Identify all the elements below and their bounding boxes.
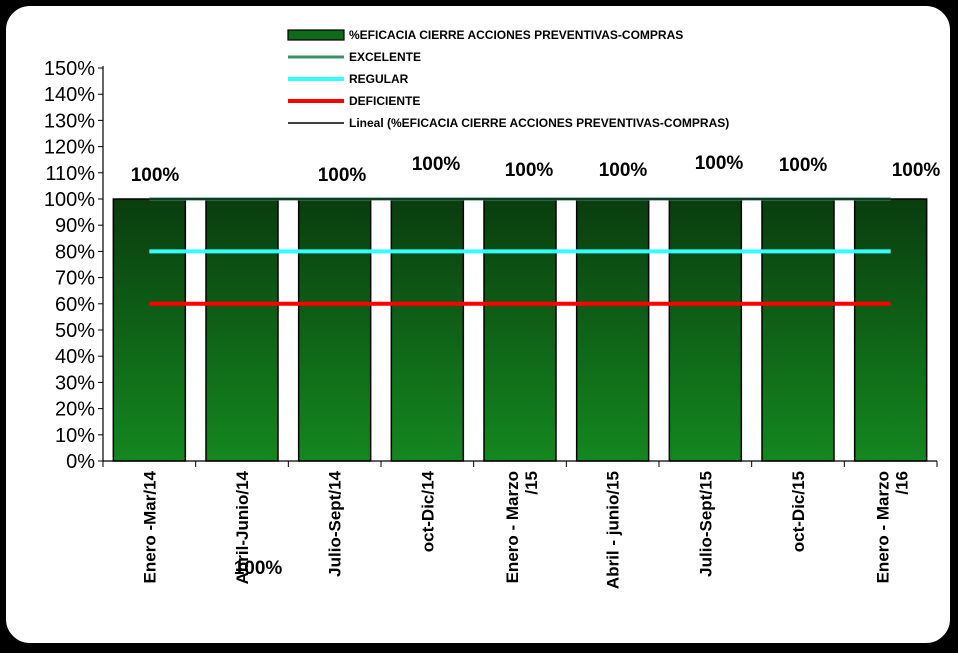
axes: 0% 10% 20% 30% 40% 50% 60% 70% 80% 90% 100% 110% 120… [44,58,938,589]
bar-7 [668,198,743,462]
bar-3 [297,198,372,462]
x-tick-label: Julio-Sept/14 [326,470,345,576]
y-tick-label: 60% [55,294,95,316]
data-label-2: 100% [234,558,283,579]
y-tick-label: 30% [55,372,95,394]
bar-5 [483,198,557,462]
y-tick-label: 110% [45,163,95,185]
y-tick-label: 150% [44,58,95,80]
y-tick-label: 20% [55,399,95,421]
x-tick-label: Enero - Marzo/16 [874,471,912,583]
data-label-8: 100% [779,155,828,176]
legend-label: REGULAR [349,72,409,86]
x-tick-label-line: /16 [893,471,912,495]
legend-label: DEFICIENTE [349,94,420,108]
x-tick-label: Abril - junio/15 [604,471,623,589]
y-tick-label: 70% [55,268,95,290]
bar-6 [575,198,650,462]
legend-swatch [287,29,345,41]
x-tick-label-line: Enero - Marzo [874,471,893,583]
data-label-6: 100% [599,160,648,181]
y-tick-label: 10% [55,425,95,447]
y-tick-label: 90% [55,215,95,237]
legend-label: EXCELENTE [349,50,421,64]
x-tick-label-line: /15 [522,471,541,495]
data-label-1: 100% [131,165,180,186]
data-label-7: 100% [695,153,744,174]
legend-label: %EFICACIA CIERRE ACCIONES PREVENTIVAS-CO… [349,28,683,42]
data-label-9: 100% [892,160,941,181]
bar-9 [853,198,928,462]
data-label-3: 100% [318,165,367,186]
x-tick-label: Julio-Sept/15 [696,471,715,577]
y-tick-label: 100% [44,189,95,211]
x-tick-label: oct-Dic/15 [789,471,808,552]
bar-2 [205,198,279,462]
data-labels: 100% 100% 100% 100% 100% 100% 100% 100% 100% [131,153,941,579]
chart-frame: %EFICACIA CIERRE ACCIONES PREVENTIVAS-CO… [4,4,952,645]
x-tick-label-line: Enero - Marzo [503,471,522,583]
y-tick-label: 130% [44,110,95,132]
x-tick-label: oct-Dic/14 [418,470,437,552]
bar-8 [761,198,835,462]
data-label-5: 100% [505,160,554,181]
y-tick-label: 50% [55,320,95,342]
y-tick-label: 140% [44,84,95,106]
y-tick-label: 0% [66,451,95,473]
x-tick-label: Enero - Marzo/15 [503,471,541,583]
y-tick-label: 120% [44,137,95,159]
bars [112,198,928,462]
x-tick-label: Abril-Junio/14 [233,470,252,584]
y-tick-label: 80% [55,241,95,263]
y-tick-label: 40% [55,346,95,368]
data-label-4: 100% [412,154,461,175]
x-tick-label: Enero -Mar/14 [140,470,159,583]
legend: %EFICACIA CIERRE ACCIONES PREVENTIVAS-CO… [287,28,729,130]
legend-label: Lineal (%EFICACIA CIERRE ACCIONES PREVEN… [349,116,729,130]
bar-4 [390,198,465,462]
chart: %EFICACIA CIERRE ACCIONES PREVENTIVAS-CO… [44,28,941,589]
bar-1 [112,198,187,462]
series-lines [149,197,891,306]
